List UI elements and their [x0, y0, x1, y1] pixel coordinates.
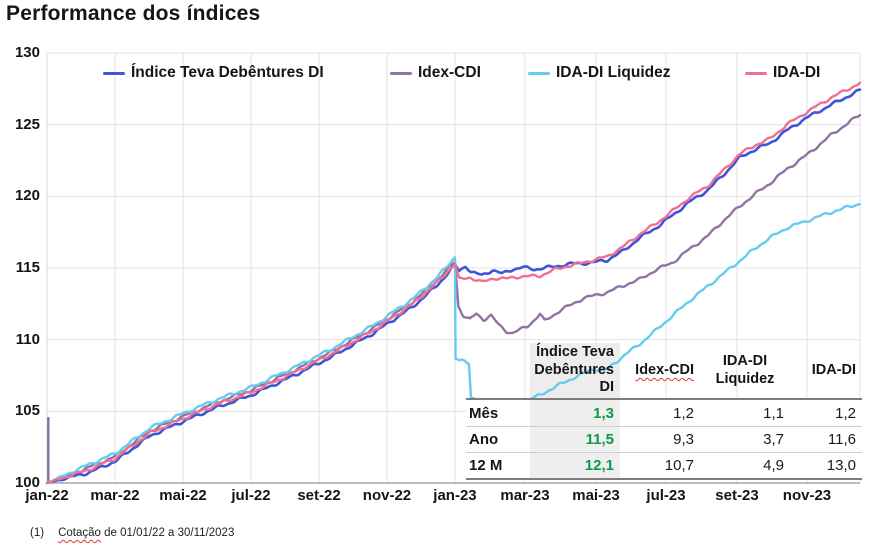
table-cell-value: 9,3 — [620, 427, 700, 452]
legend-line-swatch — [528, 71, 550, 75]
x-axis-tick: jan-23 — [433, 487, 477, 504]
legend-item: Idex-CDI — [390, 64, 481, 82]
series-line--ndice-teva-deb-ntures-di — [45, 88, 862, 485]
table-row: Mês 1,3 1,2 1,1 1,2 — [466, 400, 862, 426]
legend-line-swatch — [103, 71, 125, 75]
page-title: Performance dos índices — [6, 2, 261, 25]
table-header-shade — [530, 343, 620, 400]
table-row-label: Ano — [466, 427, 530, 452]
table-cell-value: 13,0 — [790, 453, 862, 478]
table-column-header: IDA-DI — [811, 361, 856, 378]
legend-line-swatch — [745, 71, 767, 75]
x-axis-tick: jan-22 — [25, 487, 69, 504]
legend-line-swatch — [390, 71, 412, 75]
table-cell-value: 1,2 — [620, 400, 700, 426]
table-header-row: Índice Teva Debêntures DI Idex-CDI IDA-DI … — [466, 343, 862, 400]
x-axis-tick: set-23 — [715, 487, 759, 504]
y-axis-tick: 125 — [14, 115, 40, 133]
table-cell-value: 4,9 — [700, 453, 790, 478]
series-line-idex-cdi — [45, 113, 862, 485]
table-column-header: Índice Teva Debêntures DI — [534, 344, 614, 396]
x-axis-tick: mar-23 — [500, 487, 550, 504]
y-axis-tick: 110 — [15, 330, 40, 348]
x-axis-tick: jul-23 — [646, 487, 686, 504]
x-axis-tick: set-22 — [297, 487, 341, 504]
x-axis-tick: jul-22 — [231, 487, 271, 504]
y-axis-tick: 120 — [14, 187, 40, 205]
table-column-header — [466, 343, 530, 398]
x-axis-tick: nov-23 — [782, 487, 832, 504]
legend-item: Índice Teva Debêntures DI — [103, 64, 324, 82]
table-row-label: Mês — [466, 400, 530, 426]
table-cell-value: 11,5 — [530, 427, 620, 452]
footnote-text: Cotação de 01/01/22 a 30/11/2023 — [58, 527, 235, 539]
table-row: Ano 11,5 9,3 3,7 11,6 — [466, 426, 862, 452]
y-axis-tick: 105 — [14, 402, 40, 420]
y-axis-tick: 100 — [14, 474, 40, 491]
footnote-marker: (1) — [30, 527, 45, 539]
misspelled-header-text: Idex-CDI — [635, 361, 694, 378]
x-axis-tick: mai-22 — [159, 487, 207, 504]
table-cell-value: 3,7 — [700, 427, 790, 452]
legend-label: Índice Teva Debêntures DI — [131, 64, 324, 81]
table-cell-value: 11,6 — [790, 427, 862, 452]
y-axis-tick: 130 — [14, 44, 40, 61]
table-cell-value: 1,3 — [530, 400, 620, 426]
legend-label: Idex-CDI — [418, 64, 481, 81]
table-row: 12 M 12,1 10,7 4,9 13,0 — [466, 452, 862, 478]
legend-item: IDA-DI Liquidez — [528, 64, 671, 82]
x-axis-tick: nov-22 — [362, 487, 412, 504]
y-axis-tick: 115 — [15, 259, 40, 276]
table-cell-value: 10,7 — [620, 453, 700, 478]
table-cell-value: 1,2 — [790, 400, 862, 426]
legend-item: IDA-DI — [745, 64, 820, 82]
table-column-header: IDA-DI Liquidez — [715, 353, 775, 387]
footnote: (1) Cotação de 01/01/22 a 30/11/2023 — [30, 527, 234, 539]
x-axis-tick: mai-23 — [572, 487, 620, 504]
legend-label: IDA-DI — [773, 64, 821, 81]
table-cell-value: 1,1 — [700, 400, 790, 426]
table-column-header: Idex-CDI — [620, 343, 700, 398]
x-axis-tick: mar-22 — [90, 487, 140, 504]
series-line-ida-di — [45, 81, 862, 485]
series-line-ida-di-liquidez — [45, 203, 862, 485]
table-cell-value: 12,1 — [530, 453, 620, 478]
legend-label: IDA-DI Liquidez — [556, 64, 671, 81]
table-row-label: 12 M — [466, 453, 530, 478]
summary-table: Índice Teva Debêntures DI Idex-CDI IDA-DI … — [466, 343, 862, 480]
